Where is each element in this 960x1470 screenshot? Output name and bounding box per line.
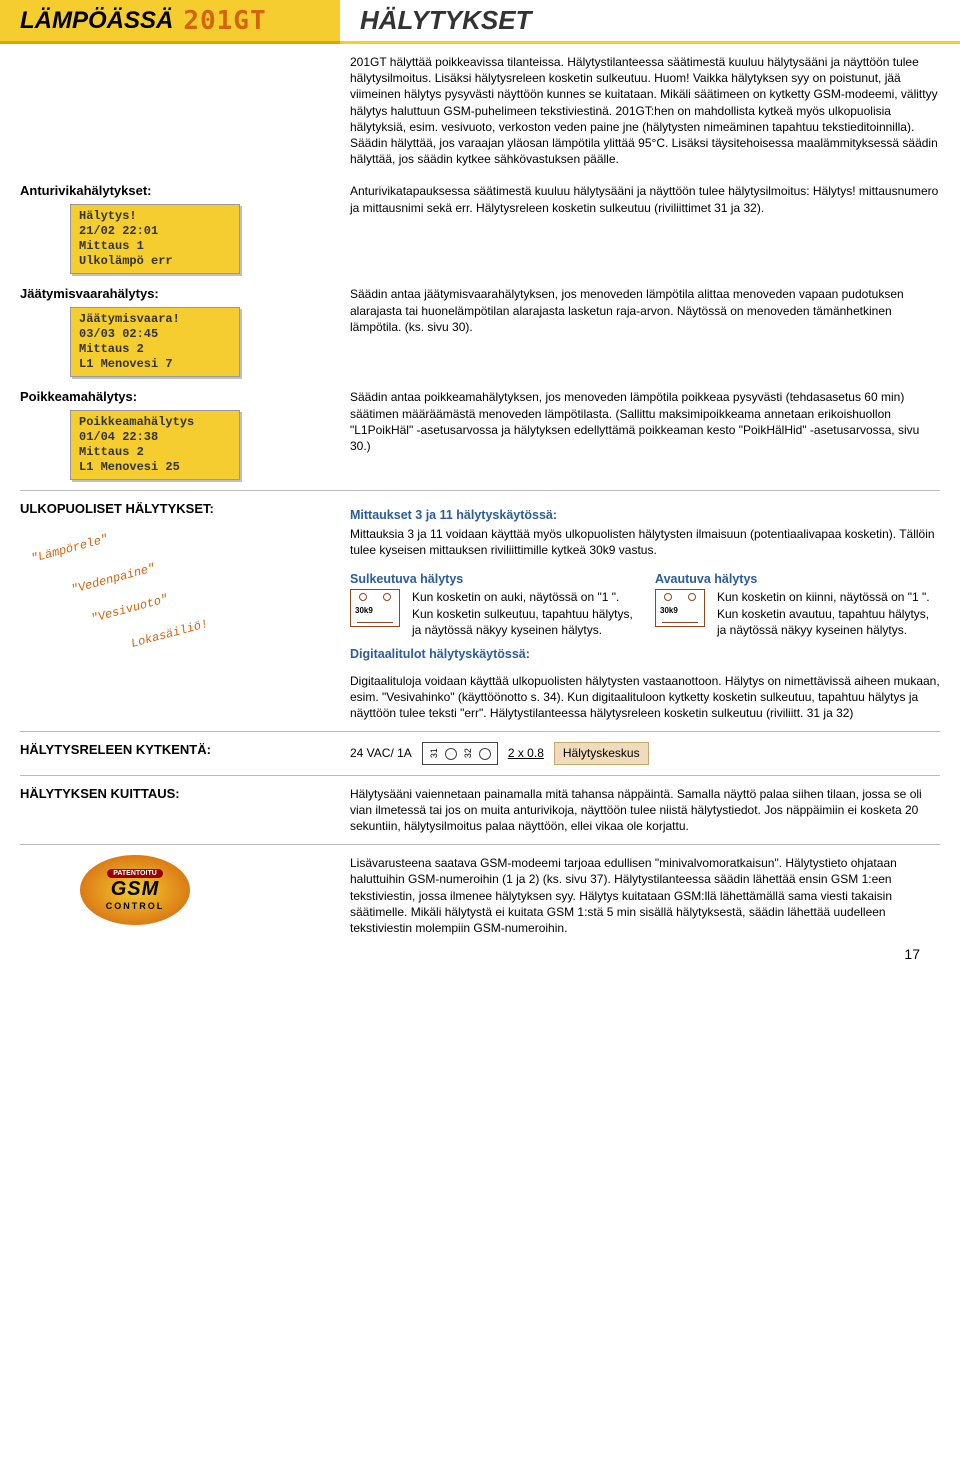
model-text: 201GT bbox=[183, 6, 266, 36]
relay-title: HÄLYTYSRELEEN KYTKENTÄ: bbox=[20, 742, 330, 757]
closing-body: Kun kosketin on auki, näytössä on "1 ". … bbox=[412, 589, 635, 638]
ack-title: HÄLYTYKSEN KUITTAUS: bbox=[20, 786, 330, 801]
gsm-body: Lisävarusteena saatava GSM-modeemi tarjo… bbox=[350, 855, 940, 936]
relay-terminals: 31 32 bbox=[422, 742, 498, 764]
resistor-label: 30k9 bbox=[355, 606, 373, 617]
lcd-line: Ulkolämpö err bbox=[79, 254, 231, 269]
ext-sub1-title: Mittaukset 3 ja 11 hälytyskäytössä: bbox=[350, 507, 940, 524]
page-header: LÄMPÖÄSSÄ 201GT HÄLYTYKSET bbox=[0, 0, 960, 44]
section-freeze: Jäätymisvaarahälytys: Jäätymisvaara! 03/… bbox=[0, 280, 960, 383]
gsm-ctrl: CONTROL bbox=[106, 901, 165, 911]
tag-cloud: "Lämpörele" "Vedenpaine" "Vesivuoto" Lok… bbox=[20, 522, 330, 662]
terminal-31: 31 bbox=[428, 749, 440, 759]
closing-title: Sulkeutuva hälytys bbox=[350, 571, 635, 588]
section-relay: HÄLYTYSRELEEN KYTKENTÄ: 24 VAC/ 1A 31 32… bbox=[0, 736, 960, 770]
page-number: 17 bbox=[0, 942, 960, 982]
header-brand: LÄMPÖÄSSÄ 201GT bbox=[0, 0, 340, 44]
lcd-line: 03/03 02:45 bbox=[79, 327, 231, 342]
tag-item: Lokasäiliö! bbox=[130, 617, 210, 651]
freeze-body: Säädin antaa jäätymisvaarahälytyksen, jo… bbox=[350, 286, 940, 377]
page-title: HÄLYTYKSET bbox=[340, 0, 960, 44]
lcd-line: Mittaus 2 bbox=[79, 445, 231, 460]
divider bbox=[20, 731, 940, 732]
resistor-label: 30k9 bbox=[660, 606, 678, 617]
external-title: ULKOPUOLISET HÄLYTYKSET: bbox=[20, 501, 330, 516]
brand-text: LÄMPÖÄSSÄ bbox=[20, 7, 173, 35]
gsm-text: GSM bbox=[111, 878, 160, 901]
relay-spec: 24 VAC/ 1A bbox=[350, 745, 412, 761]
lcd-line: Mittaus 1 bbox=[79, 239, 231, 254]
opening-body: Kun kosketin on kiinni, näytössä on "1 "… bbox=[717, 589, 940, 638]
lcd-line: L1 Menovesi 7 bbox=[79, 357, 231, 372]
divider bbox=[20, 844, 940, 845]
sensor-title: Anturivikahälytykset: bbox=[20, 183, 330, 198]
contact-diagram-opening: 30k9 bbox=[655, 589, 705, 627]
ext-sub1-body: Mittauksia 3 ja 11 voidaan käyttää myös … bbox=[350, 526, 940, 558]
sensor-body: Anturivikatapauksessa säätimestä kuuluu … bbox=[350, 183, 940, 274]
contact-diagram-closing: 30k9 bbox=[350, 589, 400, 627]
freeze-title: Jäätymisvaarahälytys: bbox=[20, 286, 330, 301]
ext-sub2-body: Digitaalituloja voidaan käyttää ulkopuol… bbox=[350, 673, 940, 722]
lcd-line: L1 Menovesi 25 bbox=[79, 460, 231, 475]
ext-sub2-title: Digitaalitulot hälytyskäytössä: bbox=[350, 646, 940, 663]
tag-item: "Vesivuoto" bbox=[90, 592, 170, 626]
lcd-line: 21/02 22:01 bbox=[79, 224, 231, 239]
divider bbox=[20, 490, 940, 491]
section-sensor-fault: Anturivikahälytykset: Hälytys! 21/02 22:… bbox=[0, 177, 960, 280]
opening-title: Avautuva hälytys bbox=[655, 571, 940, 588]
lcd-line: Jäätymisvaara! bbox=[79, 312, 231, 327]
divider bbox=[20, 775, 940, 776]
gsm-pat: PATENTOITU bbox=[107, 869, 163, 878]
relay-diagram: 24 VAC/ 1A 31 32 2 x 0.8 Hälytyskeskus bbox=[350, 742, 940, 764]
lcd-line: Mittaus 2 bbox=[79, 342, 231, 357]
tag-item: "Lämpörele" bbox=[30, 532, 110, 566]
lcd-line: Poikkeamahälytys bbox=[79, 415, 231, 430]
cable-spec: 2 x 0.8 bbox=[508, 745, 544, 761]
intro-paragraph: 201GT hälyttää poikkeavissa tilanteissa.… bbox=[0, 44, 960, 177]
ack-body: Hälytysääni vaiennetaan painamalla mitä … bbox=[350, 786, 940, 835]
lcd-freeze: Jäätymisvaara! 03/03 02:45 Mittaus 2 L1 … bbox=[70, 307, 240, 377]
gsm-badge: PATENTOITU GSM CONTROL bbox=[80, 855, 190, 925]
deviation-title: Poikkeamahälytys: bbox=[20, 389, 330, 404]
section-deviation: Poikkeamahälytys: Poikkeamahälytys 01/04… bbox=[0, 383, 960, 486]
lcd-deviation: Poikkeamahälytys 01/04 22:38 Mittaus 2 L… bbox=[70, 410, 240, 480]
lcd-line: 01/04 22:38 bbox=[79, 430, 231, 445]
lcd-sensor: Hälytys! 21/02 22:01 Mittaus 1 Ulkolämpö… bbox=[70, 204, 240, 274]
deviation-body: Säädin antaa poikkeamahälytyksen, jos me… bbox=[350, 389, 940, 480]
terminal-32: 32 bbox=[462, 749, 474, 759]
alarm-center-box: Hälytyskeskus bbox=[554, 742, 649, 764]
section-gsm: PATENTOITU GSM CONTROL Lisävarusteena sa… bbox=[0, 849, 960, 942]
tag-item: "Vedenpaine" bbox=[70, 561, 157, 597]
section-ack: HÄLYTYKSEN KUITTAUS: Hälytysääni vaienne… bbox=[0, 780, 960, 841]
lcd-line: Hälytys! bbox=[79, 209, 231, 224]
section-external: ULKOPUOLISET HÄLYTYKSET: "Lämpörele" "Ve… bbox=[0, 495, 960, 727]
